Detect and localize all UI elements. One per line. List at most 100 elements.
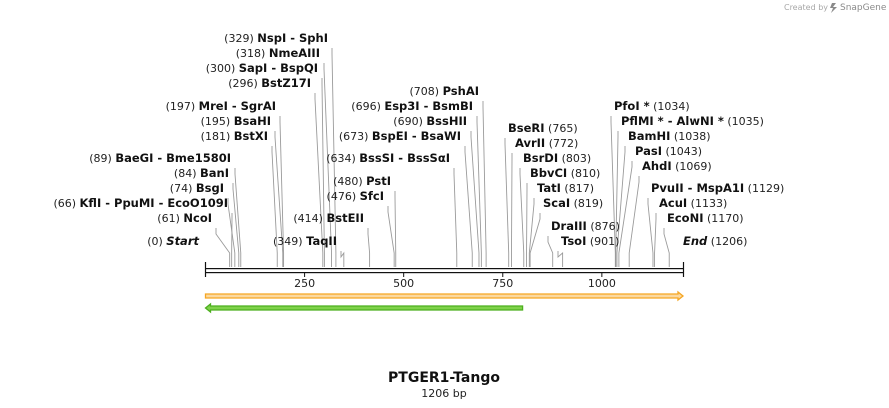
enzyme-label-text: (181) BstXI <box>201 129 268 143</box>
enzyme-name: SfcI <box>360 189 384 203</box>
enzyme-label-mrei-sgrai: (197) MreI - SgrAI <box>166 99 276 113</box>
enzyme-label-text: (414) BstEII <box>293 211 364 225</box>
enzyme-name: BsaHI <box>234 114 271 128</box>
enzyme-name: BaeGI - Bme1580I <box>115 151 231 165</box>
enzyme-label-bamhi: BamHI (1038) <box>628 129 711 143</box>
leader-line <box>394 191 397 267</box>
enzyme-label-text: (66) KflI - PpuMI - EcoO109I <box>53 196 228 210</box>
enzyme-label-bsssi-bsss-i: (634) BssSI - BssSαI <box>326 151 450 165</box>
enzyme-name: BsgI <box>196 181 224 195</box>
enzyme-label-ahdi: AhdI (1069) <box>642 159 712 173</box>
leader-line <box>628 176 640 267</box>
enzyme-label-text: TsoI (901) <box>561 234 619 248</box>
enzyme-label-psti: (480) PstI <box>333 174 391 188</box>
enzyme-label-bseri: BseRI (765) <box>508 121 578 135</box>
enzyme-label-end: End (1206) <box>683 234 747 248</box>
brand-text: SnapGene <box>840 3 887 13</box>
enzyme-name: NcoI <box>183 211 212 225</box>
enzyme-name: PflMI * - AlwNI * <box>621 114 724 128</box>
site-position: (1038) <box>670 130 710 143</box>
enzyme-name: BspEI - BsaWI <box>372 129 461 143</box>
site-position: (66) <box>53 197 79 210</box>
enzyme-name: BanI <box>200 166 229 180</box>
enzyme-label-text: (89) BaeGI - Bme1580I <box>89 151 231 165</box>
enzyme-label-text: (195) BsaHI <box>201 114 271 128</box>
enzyme-name: TaqII <box>306 234 337 248</box>
enzyme-label-tsoi: TsoI (901) <box>561 234 619 248</box>
site-position: (1170) <box>703 212 743 225</box>
leader-line <box>232 183 240 267</box>
tick-label: 500 <box>393 277 414 290</box>
enzyme-name: AcuI <box>659 196 687 210</box>
site-position: (329) <box>224 32 257 45</box>
enzyme-label-text: PflMI * - AlwNI * (1035) <box>621 114 764 128</box>
enzyme-name: NmeAIII <box>269 46 320 60</box>
features <box>204 290 685 314</box>
site-position: (296) <box>228 77 261 90</box>
enzyme-name: MreI - SgrAI <box>199 99 276 113</box>
leader-line <box>557 251 564 267</box>
leader-line <box>528 198 535 267</box>
leader-line <box>323 63 332 267</box>
enzyme-label-text: PasI (1043) <box>635 144 702 158</box>
leader-line <box>647 198 654 267</box>
leader-line <box>340 251 345 267</box>
leader-line <box>271 146 278 267</box>
enzyme-name: BstXI <box>234 129 268 143</box>
leader-line <box>519 168 525 267</box>
enzyme-label-pshai: (708) PshAI <box>409 84 479 98</box>
site-position: (901) <box>586 235 619 248</box>
site-position: (0) <box>147 235 166 248</box>
enzyme-label-acui: AcuI (1133) <box>659 196 727 210</box>
enzyme-label-bstz17i: (296) BstZ17I <box>228 76 311 90</box>
enzyme-name: EcoNI <box>667 211 703 225</box>
enzyme-name: AhdI <box>642 159 672 173</box>
leader-line <box>387 206 395 267</box>
leader-line <box>504 138 510 267</box>
enzyme-label-text: TatI (817) <box>537 181 594 195</box>
leader-line <box>470 131 480 267</box>
leader-line <box>367 228 371 267</box>
site-position: (300) <box>206 62 239 75</box>
site-position: (476) <box>327 190 360 203</box>
map-title: PTGER1-Tango <box>388 370 500 386</box>
enzyme-label-text: DraIII (876) <box>551 219 620 233</box>
leader-line <box>314 93 324 267</box>
site-position: (708) <box>409 85 442 98</box>
enzyme-name: BstEII <box>326 211 364 225</box>
enzyme-label-text: PvuII - MspA1I (1129) <box>651 181 784 195</box>
enzyme-label-text: (74) BsgI <box>170 181 224 195</box>
enzyme-label-text: AhdI (1069) <box>642 159 712 173</box>
site-position: (195) <box>201 115 234 128</box>
enzyme-label-pasi: PasI (1043) <box>635 144 702 158</box>
site-position: (84) <box>174 167 200 180</box>
enzyme-name: BsrDI <box>523 151 558 165</box>
enzyme-label-econi: EcoNI (1170) <box>667 211 744 225</box>
enzyme-label-pvuii-mspa1i: PvuII - MspA1I (1129) <box>651 181 784 195</box>
site-position: (480) <box>333 175 366 188</box>
enzyme-name: PfoI * <box>614 99 650 113</box>
leader-lines <box>215 48 670 267</box>
leader-line <box>476 116 482 267</box>
enzyme-label-text: BamHI (1038) <box>628 129 711 143</box>
enzyme-name: BseRI <box>508 121 545 135</box>
enzyme-name: Esp3I - BsmBI <box>384 99 473 113</box>
enzyme-label-text: (0) Start <box>147 234 199 248</box>
leader-line <box>663 228 670 267</box>
enzyme-label-bsahi: (195) BsaHI <box>201 114 271 128</box>
enzyme-label-text: (300) SapI - BspQI <box>206 61 318 75</box>
enzyme-label-pflmi-alwni: PflMI * - AlwNI * (1035) <box>621 114 764 128</box>
leader-line <box>547 236 554 267</box>
enzyme-label-text: PfoI * (1034) <box>614 99 690 113</box>
enzyme-label-sapi-bspqi: (300) SapI - BspQI <box>206 61 318 75</box>
tick-label: 250 <box>294 277 315 290</box>
enzyme-label-text: (84) BanI <box>174 166 229 180</box>
leader-line <box>274 131 284 267</box>
enzyme-name: ScaI <box>543 196 570 210</box>
leader-line <box>482 101 487 267</box>
site-position: (803) <box>558 152 591 165</box>
enzyme-name: BbvCI <box>530 166 567 180</box>
leader-line <box>234 168 242 267</box>
enzyme-label-text: ScaI (819) <box>543 196 603 210</box>
